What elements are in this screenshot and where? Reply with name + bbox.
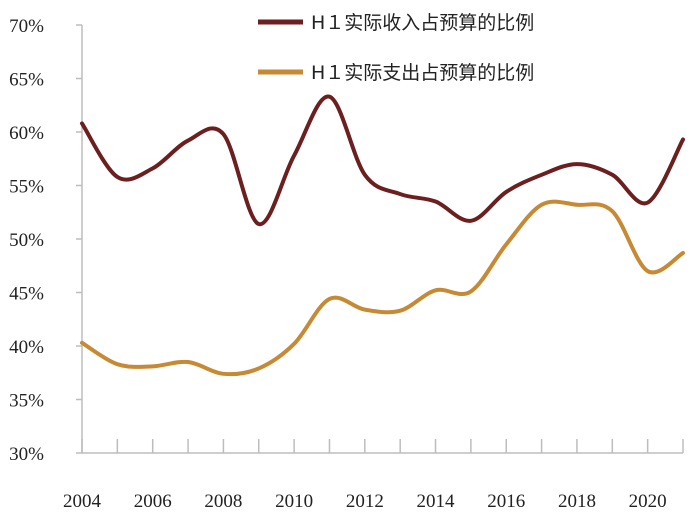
- income-data-point: [469, 219, 473, 223]
- expense-data-point: [575, 203, 579, 207]
- income-data-point: [257, 222, 261, 226]
- y-tick-label: 55%: [9, 177, 44, 198]
- income-data-point: [434, 200, 438, 204]
- income-data-point: [681, 137, 685, 141]
- expense-data-point: [327, 297, 331, 301]
- income-data-point: [151, 166, 155, 170]
- x-tick-label: 2008: [204, 491, 242, 512]
- income-data-point: [80, 121, 84, 125]
- x-tick-label: 2016: [487, 491, 525, 512]
- expense-data-point: [221, 372, 225, 376]
- expense-data-point: [434, 288, 438, 292]
- legend-label-expense: H１实际支出占预算的比例: [311, 62, 534, 84]
- series-line-income: [80, 94, 685, 227]
- y-tick-label: 50%: [9, 230, 44, 251]
- series-lines: [80, 94, 685, 377]
- expense-data-point: [540, 203, 544, 207]
- income-data-point: [327, 95, 331, 99]
- y-tick-label: 65%: [9, 70, 44, 91]
- y-tick-label: 60%: [9, 123, 44, 144]
- x-tick-label: 2020: [629, 491, 667, 512]
- expense-data-point: [115, 362, 119, 366]
- legend: H１实际收入占预算的比例 H１实际支出占预算的比例: [258, 12, 534, 84]
- x-tick-label: 2004: [63, 491, 102, 512]
- expense-data-point: [292, 342, 296, 346]
- income-data-point: [610, 173, 614, 177]
- series-line-expense: [80, 199, 685, 377]
- x-tick-label: 2018: [558, 491, 596, 512]
- income-data-point: [292, 154, 296, 158]
- income-data-point: [575, 162, 579, 166]
- expense-data-point: [186, 360, 190, 364]
- expense-data-point: [504, 242, 508, 246]
- y-tick-label: 45%: [9, 284, 44, 305]
- income-data-point: [186, 139, 190, 143]
- axes: [76, 24, 684, 454]
- income-data-point: [221, 132, 225, 136]
- x-tick-label: 2006: [134, 491, 172, 512]
- expense-data-point: [80, 341, 84, 345]
- income-data-point: [540, 173, 544, 177]
- expense-data-point: [363, 308, 367, 312]
- expense-data-point: [610, 209, 614, 213]
- x-tick-label: 2010: [275, 491, 313, 512]
- income-data-point: [398, 192, 402, 196]
- x-tick-label: 2012: [346, 491, 384, 512]
- y-tick-label: 70%: [9, 16, 44, 37]
- expense-data-point: [151, 364, 155, 368]
- expense-data-point: [257, 366, 261, 370]
- expense-data-point: [681, 251, 685, 255]
- income-data-point: [646, 201, 650, 205]
- tick-labels: 30% 35% 40% 45% 50% 55% 60% 65% 70% 2004 2006 2008 2…: [9, 16, 666, 512]
- y-tick-label: 30%: [9, 444, 44, 465]
- legend-label-income: H１实际收入占预算的比例: [311, 12, 534, 34]
- expense-data-point: [398, 309, 402, 313]
- x-tick-label: 2014: [417, 491, 456, 512]
- expense-data-point: [646, 269, 650, 273]
- y-tick-label: 40%: [9, 337, 44, 358]
- income-data-point: [504, 190, 508, 194]
- y-tick-label: 35%: [9, 391, 44, 412]
- income-data-point: [115, 175, 119, 179]
- income-data-point: [363, 173, 367, 177]
- expense-data-point: [469, 289, 473, 293]
